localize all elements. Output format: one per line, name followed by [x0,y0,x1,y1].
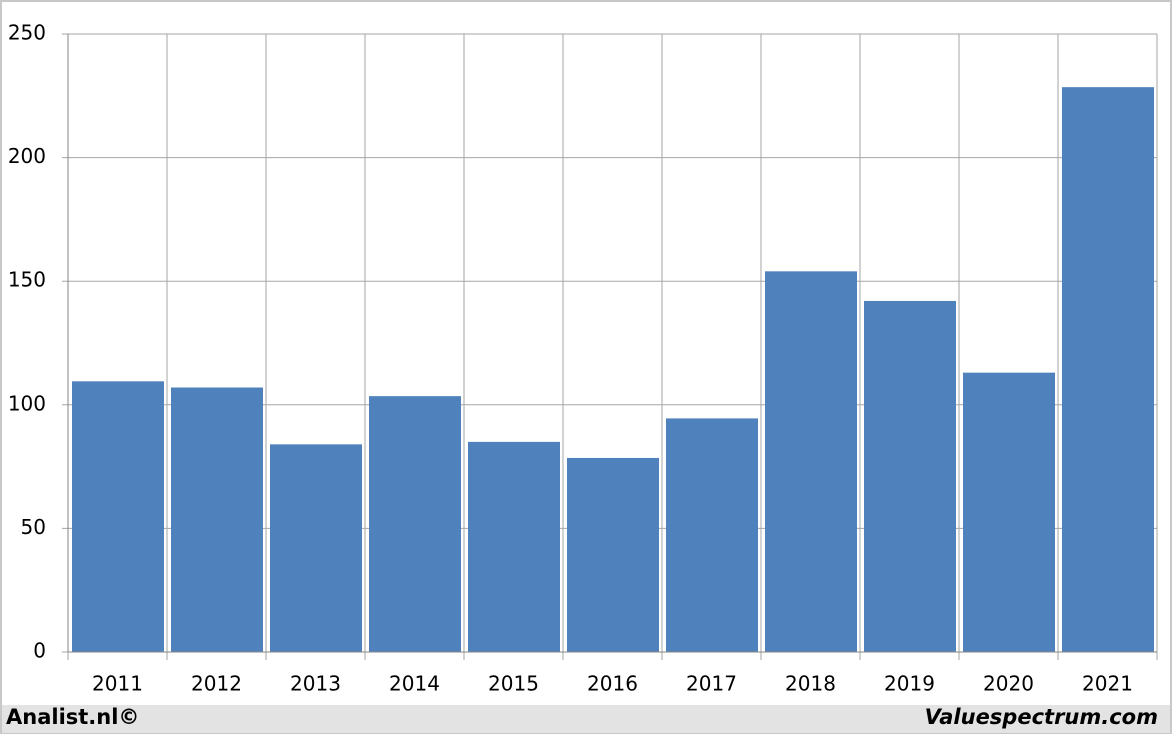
bar [1062,87,1154,652]
bar [666,418,758,652]
y-tick-label: 150 [8,268,46,292]
x-tick-label: 2012 [191,672,242,696]
x-tick-label: 2014 [389,672,440,696]
x-tick-label: 2013 [290,672,341,696]
bar [567,457,659,652]
bar [270,444,362,652]
x-tick-label: 2015 [488,672,539,696]
credit-right: Valuespectrum.com [925,705,1158,729]
y-tick-label: 200 [8,144,46,168]
x-tick-label: 2020 [983,672,1034,696]
y-tick-label: 250 [8,21,46,45]
credit-left: Analist.nl© [6,705,139,729]
bar [171,387,263,652]
y-tick-label: 100 [8,391,46,415]
bar [72,381,164,652]
x-tick-label: 2021 [1082,672,1133,696]
x-tick-label: 2011 [92,672,143,696]
x-tick-label: 2017 [686,672,737,696]
bar [864,300,956,652]
bar [468,441,560,652]
bar [963,372,1055,652]
y-tick-label: 0 [33,639,46,663]
x-tick-label: 2018 [785,672,836,696]
y-tick-label: 50 [21,515,46,539]
x-tick-label: 2016 [587,672,638,696]
bar [765,271,857,652]
bar [369,396,461,652]
footer-band [2,705,1170,733]
x-tick-label: 2019 [884,672,935,696]
